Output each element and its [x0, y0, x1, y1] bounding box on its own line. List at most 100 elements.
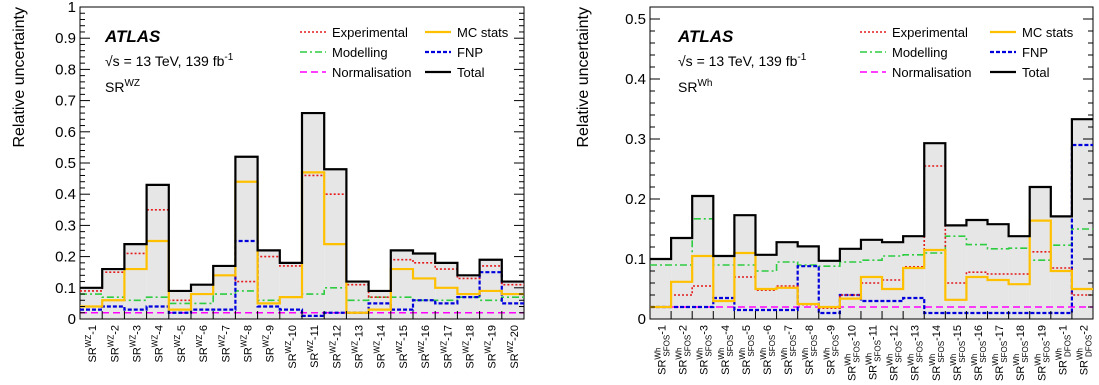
- total-fill-bar: [501, 281, 524, 319]
- x-tick-label: SRWhSFOS-3: [696, 325, 714, 375]
- legend-label-total: Total: [457, 65, 485, 80]
- energy-lumi-label: √s = 13 TeV, 139 fb-1: [678, 52, 807, 69]
- legend: Experimental MC stats Modelling FNP Normalis…: [860, 25, 1074, 80]
- y-tick-label: 0: [68, 311, 76, 328]
- region-label: SRWh: [678, 78, 712, 95]
- energy-lumi-label: √s = 13 TeV, 139 fb-1: [105, 52, 234, 69]
- x-tick-label: SRWhSFOS-12: [886, 325, 904, 381]
- series-line-mc-stats: [650, 219, 1093, 309]
- x-tick-label: SRWhSFOS-14: [928, 325, 946, 381]
- total-fill-bar: [346, 281, 369, 319]
- total-fill-bar: [924, 143, 946, 319]
- legend-label-total: Total: [1022, 65, 1050, 80]
- x-tick-label: SRWhSFOS-19: [1033, 325, 1051, 381]
- x-tick-label: SRWZ-16: [417, 325, 432, 369]
- y-tick-label: 0.2: [625, 191, 646, 208]
- x-tick-label: SRWhSFOS-5: [738, 325, 756, 375]
- y-tick-label: 0.4: [625, 71, 646, 88]
- y-tick-label: 0.4: [55, 186, 76, 203]
- x-tick-label: SRWZ-10: [284, 325, 299, 369]
- atlas-label: ATLAS: [677, 27, 734, 46]
- total-fill-bar: [818, 260, 840, 319]
- total-fill-bar: [755, 254, 777, 319]
- y-axis-title: Relative uncertainty: [575, 7, 592, 148]
- legend-label-fnp: FNP: [1022, 45, 1048, 60]
- atlas-label: ATLAS: [104, 27, 161, 46]
- total-fill-bar: [413, 253, 436, 319]
- x-tick-label: SRWhSFOS-11: [865, 325, 883, 380]
- total-fill-bar: [692, 196, 714, 319]
- total-fill-bar: [479, 259, 502, 319]
- total-fill-bar: [650, 259, 672, 319]
- legend-label-experimental: Experimental: [332, 25, 408, 40]
- region-label: SRWZ: [105, 78, 140, 95]
- y-tick-label: 1: [68, 0, 76, 16]
- x-tick-label: SRWZ-4: [151, 325, 166, 363]
- x-tick-label: SRWZ-19: [484, 325, 499, 369]
- total-fill-bar: [945, 225, 967, 319]
- x-tick-label: SRWZ-14: [373, 325, 388, 369]
- x-tick-label: SRWZ-9: [262, 325, 277, 363]
- x-tick-label: SRWZ-7: [217, 325, 232, 363]
- series-line-total: [650, 118, 1093, 262]
- total-fill-bar: [671, 238, 693, 319]
- x-tick-label: SRWZ-15: [395, 325, 410, 369]
- y-tick-label: 0.5: [625, 11, 646, 28]
- x-tick-label: SRWZ-6: [195, 325, 210, 363]
- y-tick-label: 0.6: [55, 124, 76, 141]
- total-fill-bar: [80, 287, 103, 319]
- series-line-total: [80, 111, 524, 293]
- total-fill-bar: [966, 220, 988, 319]
- legend: Experimental MC stats Modelling FNP Normalis…: [300, 25, 509, 80]
- series-line-modelling: [650, 218, 1093, 272]
- y-tick-label: 0.1: [625, 251, 646, 268]
- legend-label-mc-stats: MC stats: [1022, 25, 1074, 40]
- total-fill-bar: [102, 269, 125, 319]
- total-fill-bar: [435, 262, 458, 319]
- total-fill-bar: [1008, 236, 1030, 319]
- total-fill-bar: [734, 215, 756, 319]
- total-fill-bar: [257, 250, 280, 319]
- y-tick-label: 0.1: [55, 280, 76, 297]
- x-tick-label: SRWZ-11: [306, 325, 321, 368]
- total-fill-bar: [302, 113, 325, 319]
- x-tick-label: SRWZ-8: [240, 325, 255, 363]
- x-tick-label: SRWhSFOS-6: [759, 325, 777, 375]
- x-tick-label: SRWhSFOS-7: [780, 325, 798, 375]
- x-tick-label: SRWhSFOS-10: [843, 325, 861, 381]
- x-tick-label: SRWZ-20: [506, 325, 521, 369]
- legend-label-normalisation: Normalisation: [892, 65, 971, 80]
- legend-label-mc-stats: MC stats: [457, 25, 509, 40]
- x-tick-label: SRWZ-5: [173, 325, 188, 363]
- x-tick-label: SRWhSFOS-18: [1012, 325, 1030, 381]
- x-tick-label: SRWhSFOS-17: [991, 325, 1009, 381]
- x-tick-label: SRWhSFOS-13: [907, 325, 925, 381]
- legend-label-modelling: Modelling: [332, 45, 388, 60]
- y-axis-title: Relative uncertainty: [11, 7, 28, 148]
- x-tick-label: SRWZ-12: [328, 325, 343, 369]
- x-tick-label: SRWhSFOS-4: [717, 325, 735, 375]
- x-tick-label: SRWhSFOS-9: [822, 325, 840, 375]
- total-fill-bar: [776, 242, 798, 319]
- y-tick-label: 0: [638, 311, 646, 328]
- total-fill-bar: [882, 242, 904, 319]
- chart-panel-wh: 00.10.20.30.40.5SRWhSFOS-1SRWhSFOS-2SRWh…: [575, 6, 1094, 381]
- total-fill-bar: [168, 290, 191, 319]
- total-fill-bar: [146, 184, 169, 319]
- total-fill-bar: [368, 290, 391, 319]
- x-tick-label: SRWZ-17: [439, 325, 454, 369]
- total-fill-bar: [279, 262, 302, 319]
- legend-label-experimental: Experimental: [892, 25, 968, 40]
- y-tick-label: 0.3: [625, 131, 646, 148]
- y-tick-label: 0.3: [55, 217, 76, 234]
- total-fill-bar: [839, 248, 861, 319]
- total-fill-bar: [191, 284, 214, 319]
- x-tick-label: SRWhSFOS-2: [675, 325, 693, 375]
- x-tick-label: SRWhSFOS-15: [949, 325, 967, 381]
- x-tick-label: SRWZ-2: [106, 325, 121, 363]
- total-fill-bar: [124, 244, 147, 319]
- x-tick-label: SRWhSFOS-8: [801, 325, 819, 375]
- chart-panel-wz: 0 0.1 0.2 0.3 0.4 0.5 0.6 0.7 0.8 0.9 1 SRWZ-1 SRWZ-…: [11, 0, 525, 369]
- total-fill-bar: [235, 156, 258, 319]
